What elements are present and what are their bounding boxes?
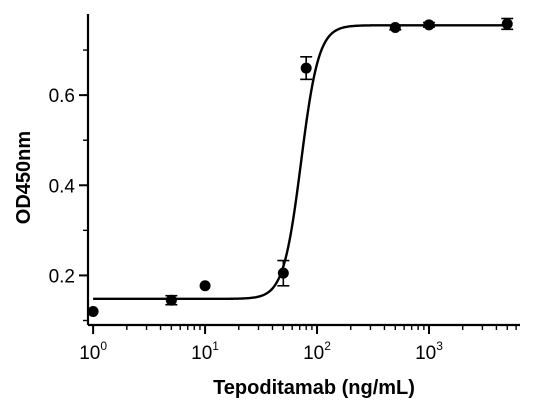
- data-point: [300, 62, 312, 74]
- axes: [86, 14, 520, 327]
- x-axis-title: Tepoditamab (ng/mL): [213, 377, 415, 399]
- data-point: [165, 294, 177, 306]
- x-tick-label: 100: [79, 339, 107, 364]
- data-point: [423, 19, 435, 31]
- fit-curve: [93, 24, 508, 301]
- x-ticks: 100 101 102 103: [79, 325, 517, 364]
- data-point: [277, 267, 289, 279]
- data-point: [87, 305, 99, 317]
- data-points: [87, 17, 514, 317]
- y-tick-label: 0.6: [49, 86, 75, 107]
- x-tick-label: 102: [303, 339, 331, 364]
- y-tick-label: 0.2: [49, 266, 75, 287]
- data-point: [389, 22, 401, 34]
- y-tick-label: 0.4: [49, 176, 76, 197]
- x-tick-label: 103: [415, 339, 443, 364]
- x-tick-label: 101: [191, 339, 219, 364]
- data-point: [501, 18, 513, 30]
- y-axis-title: OD450nm: [13, 131, 35, 224]
- y-ticks: 0.2 0.4 0.6: [49, 49, 88, 322]
- data-point: [199, 280, 211, 292]
